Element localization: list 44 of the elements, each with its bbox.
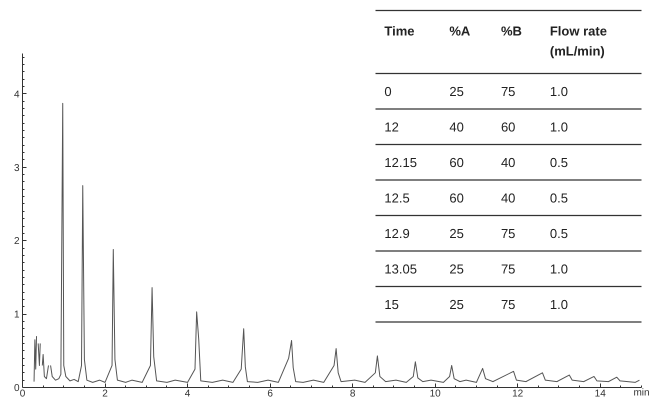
text: 25 [449,84,464,99]
text: 40 [500,154,516,170]
text: 13.05 [384,261,417,276]
text: 25 [449,261,464,276]
category-label: %B [500,24,522,38]
text: 12.15 [384,154,417,170]
x-tick-label: 6 [267,388,274,400]
text: 15 [384,296,399,312]
text: 1.0 [550,119,568,134]
text: 60 [449,154,464,170]
text: 0.5 [550,154,568,170]
text: 40 [449,119,464,134]
text: 75 [500,261,516,276]
text: 25 [449,226,464,241]
text: 75 [500,296,516,312]
y-tick-label: 3 [14,162,20,174]
x-tick-label: 4 [184,388,191,400]
text: 0.5 [550,226,568,241]
text: 12.9 [384,226,410,241]
text: 12.5 [384,190,410,206]
text: 60 [500,119,516,134]
text: 75 [500,226,516,241]
text: 0 [384,84,392,99]
text: 1.0 [550,296,568,312]
category-label: Flow rate (mL/min) [550,24,607,58]
x-tick-label: 10 [430,388,442,400]
y-tick-label: 1 [14,310,20,321]
y-tick-label: 2 [14,236,20,248]
x-tick-label: 12 [512,388,524,400]
text: 1.0 [550,84,568,99]
x-tick-label: 14 [594,388,606,400]
text: 0.5 [550,190,568,206]
text: 60 [449,190,464,206]
text: 40 [500,190,516,206]
text: 25 [449,296,464,312]
y-tick-label: 4 [14,89,20,100]
text: 12 [384,119,399,134]
category-label: Time [384,24,415,38]
category-label: %A [449,24,471,38]
x-axis-title: min [633,388,650,398]
x-tick-label: 8 [350,388,356,400]
text: 75 [500,84,516,99]
x-tick-label: 2 [102,388,108,400]
text: 1.0 [550,261,568,276]
